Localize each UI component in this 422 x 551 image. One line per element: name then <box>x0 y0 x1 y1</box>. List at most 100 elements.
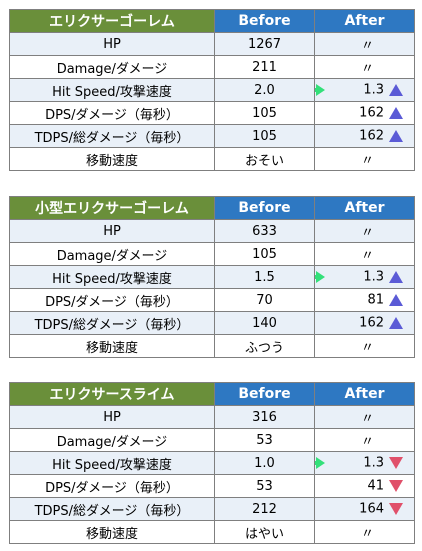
table-row: Hit Speed/攻撃速度 1.5 1.3 <box>9 265 415 289</box>
after-cell: 41 <box>314 474 415 498</box>
buff-up-triangle-icon <box>389 130 403 142</box>
after-cell: 〃 <box>314 520 415 544</box>
after-value: 1.3 <box>363 82 384 98</box>
stat-label: HP <box>9 32 215 56</box>
table-row: DPS/ダメージ（毎秒） 53 41 <box>9 474 415 498</box>
stat-label: DPS/ダメージ（毎秒） <box>9 288 215 312</box>
after-value: 〃 <box>360 411 374 427</box>
table-row: DPS/ダメージ（毎秒） 105 162 <box>9 101 415 125</box>
after-value: 162 <box>359 105 384 121</box>
change-arrow-icon <box>315 457 325 469</box>
after-value: 〃 <box>360 434 374 450</box>
after-cell: 81 <box>314 288 415 312</box>
after-cell: 1.3 <box>314 451 415 475</box>
stats-table: 小型エリクサーゴーレム Before After HP 633 〃 Damage/ダメージ 1… <box>9 196 415 358</box>
before-value: はやい <box>214 520 315 544</box>
nerf-down-triangle-icon <box>389 480 403 492</box>
before-value: 1.5 <box>214 265 315 289</box>
table-row: HP 316 〃 <box>9 405 415 429</box>
table-row: Hit Speed/攻撃速度 1.0 1.3 <box>9 451 415 475</box>
table-header-row: エリクサーゴーレム Before After <box>9 9 415 33</box>
stat-label: TDPS/総ダメージ（毎秒） <box>9 497 215 521</box>
after-header: After <box>314 382 415 406</box>
after-value: 81 <box>367 292 384 308</box>
before-value: ふつう <box>214 334 315 358</box>
table-row: TDPS/総ダメージ（毎秒） 212 164 <box>9 497 415 521</box>
change-arrow-icon <box>315 271 325 283</box>
table-header-row: エリクサースライム Before After <box>9 382 415 406</box>
after-value: 162 <box>359 128 384 144</box>
after-header: After <box>314 196 415 220</box>
nerf-down-triangle-icon <box>389 457 403 469</box>
stat-label: HP <box>9 219 215 243</box>
buff-up-triangle-icon <box>389 317 403 329</box>
stat-label: TDPS/総ダメージ（毎秒） <box>9 311 215 335</box>
stat-label: 移動速度 <box>9 520 215 544</box>
stat-label: Damage/ダメージ <box>9 242 215 266</box>
unit-name-header: エリクサースライム <box>9 382 215 406</box>
after-cell: 〃 <box>314 334 415 358</box>
after-value: 〃 <box>360 61 374 77</box>
after-cell: 〃 <box>314 219 415 243</box>
table-row: TDPS/総ダメージ（毎秒） 105 162 <box>9 124 415 148</box>
table-row: HP 633 〃 <box>9 219 415 243</box>
table-row: Damage/ダメージ 211 〃 <box>9 55 415 79</box>
before-value: 70 <box>214 288 315 312</box>
stats-table: エリクサースライム Before After HP 316 〃 Damage/ダメージ 53 〃… <box>9 382 415 544</box>
after-value: 〃 <box>360 153 374 169</box>
before-value: おそい <box>214 147 315 171</box>
after-value: 1.3 <box>363 455 384 471</box>
before-value: 211 <box>214 55 315 79</box>
after-value: 〃 <box>360 340 374 356</box>
after-cell: 〃 <box>314 55 415 79</box>
after-cell: 164 <box>314 497 415 521</box>
before-value: 1267 <box>214 32 315 56</box>
table-row: 移動速度 おそい 〃 <box>9 147 415 171</box>
before-value: 633 <box>214 219 315 243</box>
unit-name-header: エリクサーゴーレム <box>9 9 215 33</box>
table-row: Damage/ダメージ 105 〃 <box>9 242 415 266</box>
before-header: Before <box>214 196 315 220</box>
after-value: 〃 <box>360 248 374 264</box>
buff-up-triangle-icon <box>389 294 403 306</box>
buff-up-triangle-icon <box>389 271 403 283</box>
after-value: 〃 <box>360 225 374 241</box>
after-value: 1.3 <box>363 269 384 285</box>
stat-label: HP <box>9 405 215 429</box>
stats-table: エリクサーゴーレム Before After HP 1267 〃 Damage/ダメージ 21… <box>9 9 415 171</box>
buff-up-triangle-icon <box>389 107 403 119</box>
after-value: 162 <box>359 315 384 331</box>
table-row: DPS/ダメージ（毎秒） 70 81 <box>9 288 415 312</box>
after-cell: 162 <box>314 124 415 148</box>
before-header: Before <box>214 382 315 406</box>
before-value: 1.0 <box>214 451 315 475</box>
stat-label: 移動速度 <box>9 334 215 358</box>
after-value: 〃 <box>360 526 374 542</box>
after-cell: 〃 <box>314 405 415 429</box>
stat-label: Damage/ダメージ <box>9 428 215 452</box>
stat-label: Damage/ダメージ <box>9 55 215 79</box>
before-value: 140 <box>214 311 315 335</box>
after-cell: 162 <box>314 311 415 335</box>
stat-label: Hit Speed/攻撃速度 <box>9 265 215 289</box>
buff-up-triangle-icon <box>389 84 403 96</box>
before-value: 212 <box>214 497 315 521</box>
before-value: 53 <box>214 428 315 452</box>
after-cell: 1.3 <box>314 78 415 102</box>
after-value: 164 <box>359 501 384 517</box>
table-header-row: 小型エリクサーゴーレム Before After <box>9 196 415 220</box>
before-value: 105 <box>214 124 315 148</box>
after-cell: 162 <box>314 101 415 125</box>
stat-label: DPS/ダメージ（毎秒） <box>9 474 215 498</box>
nerf-down-triangle-icon <box>389 503 403 515</box>
after-value: 41 <box>367 478 384 494</box>
before-value: 2.0 <box>214 78 315 102</box>
before-value: 316 <box>214 405 315 429</box>
after-cell: 〃 <box>314 242 415 266</box>
before-header: Before <box>214 9 315 33</box>
after-cell: 〃 <box>314 32 415 56</box>
after-cell: 1.3 <box>314 265 415 289</box>
unit-name-header: 小型エリクサーゴーレム <box>9 196 215 220</box>
before-value: 105 <box>214 101 315 125</box>
table-row: 移動速度 ふつう 〃 <box>9 334 415 358</box>
